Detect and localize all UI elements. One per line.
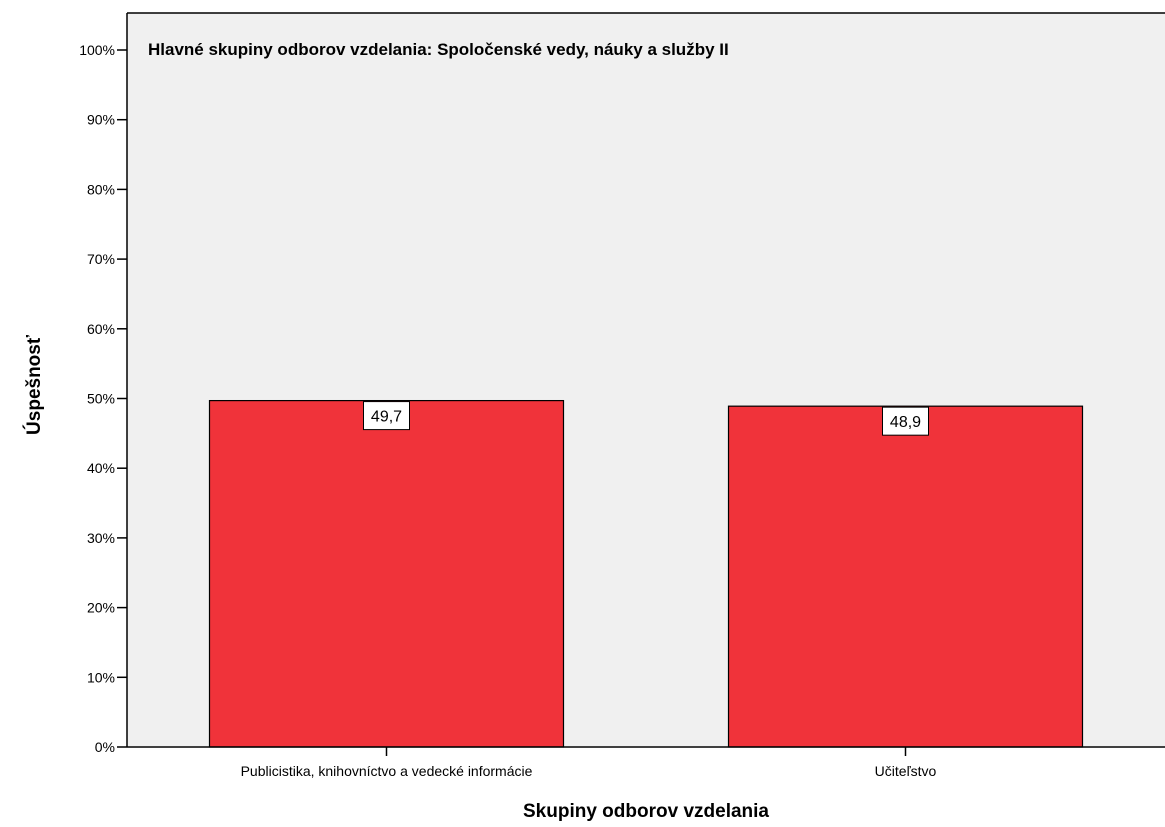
y-ticks-layer: 0% 10% 20% 30% 40% 50% 60% 70% 80% 90% 100%: [79, 42, 127, 755]
x-ticks-layer: Publicistika, knihovníctvo a vedecké inf…: [241, 747, 937, 779]
data-label-box: [363, 401, 410, 431]
data-label-text: 49,7: [371, 409, 402, 426]
y-tick-label: 90%: [87, 112, 115, 128]
y-tick-label: 50%: [87, 391, 115, 407]
y-axis-title: Úspešnosť: [23, 334, 45, 435]
chart-title: Hlavné skupiny odborov vzdelania: Spoloč…: [148, 40, 729, 59]
y-tick-label: 80%: [87, 181, 115, 197]
y-tick-label: 20%: [87, 600, 115, 616]
data-label: 48,9: [882, 406, 929, 436]
y-tick-label: 40%: [87, 460, 115, 476]
x-tick-label: Publicistika, knihovníctvo a vedecké inf…: [241, 763, 533, 779]
y-tick-label: 0%: [95, 739, 115, 755]
y-tick-label: 60%: [87, 321, 115, 337]
y-tick-label: 70%: [87, 251, 115, 267]
bars-layer: [208, 399, 1084, 748]
y-tick-label: 10%: [87, 669, 115, 685]
data-labels-layer: 49,7 48,9: [363, 401, 929, 436]
x-axis-title: Skupiny odborov vzdelania: [523, 801, 769, 822]
y-tick-label: 100%: [79, 42, 115, 58]
bar: [727, 405, 1084, 748]
data-label-text: 48,9: [890, 414, 921, 431]
data-label-box: [882, 406, 929, 436]
x-tick-label: Učiteľstvo: [875, 763, 937, 779]
axes-layer: [126, 12, 1165, 748]
y-tick-label: 30%: [87, 530, 115, 546]
data-label: 49,7: [363, 401, 410, 431]
bar: [208, 399, 565, 748]
